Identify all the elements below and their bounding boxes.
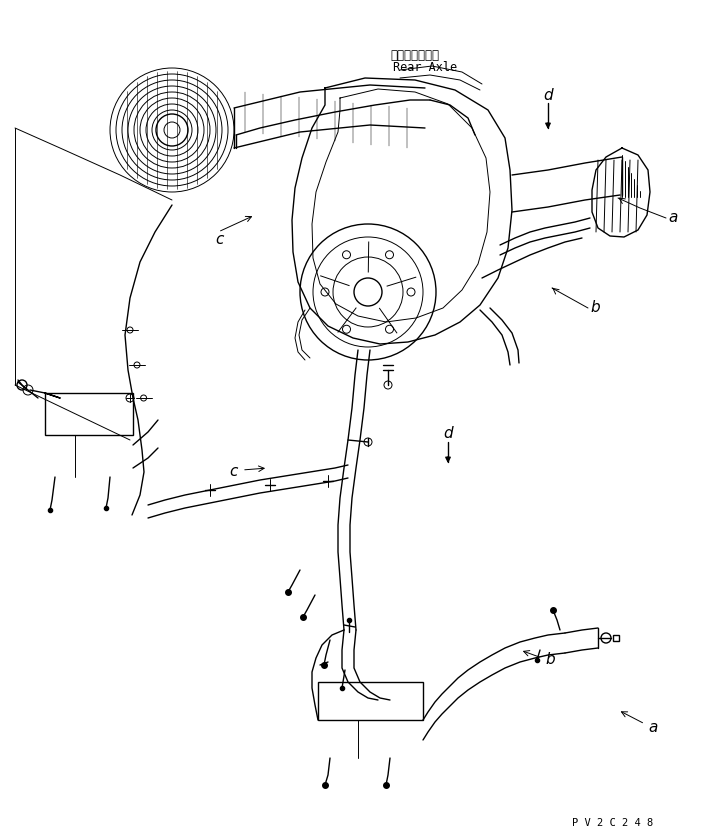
Text: d: d bbox=[543, 87, 553, 102]
Text: a: a bbox=[668, 211, 677, 225]
Text: a: a bbox=[648, 721, 657, 736]
Text: c: c bbox=[215, 233, 224, 248]
Text: Rear Axle: Rear Axle bbox=[393, 61, 457, 74]
Text: P V 2 C 2 4 8: P V 2 C 2 4 8 bbox=[572, 818, 653, 828]
Text: b: b bbox=[545, 653, 555, 668]
Text: リヤーアクスル: リヤーアクスル bbox=[390, 49, 439, 62]
Text: b: b bbox=[590, 301, 600, 316]
Bar bbox=[318, 682, 423, 720]
Text: d: d bbox=[443, 427, 453, 442]
Bar bbox=[45, 393, 133, 435]
Text: c: c bbox=[230, 465, 238, 480]
